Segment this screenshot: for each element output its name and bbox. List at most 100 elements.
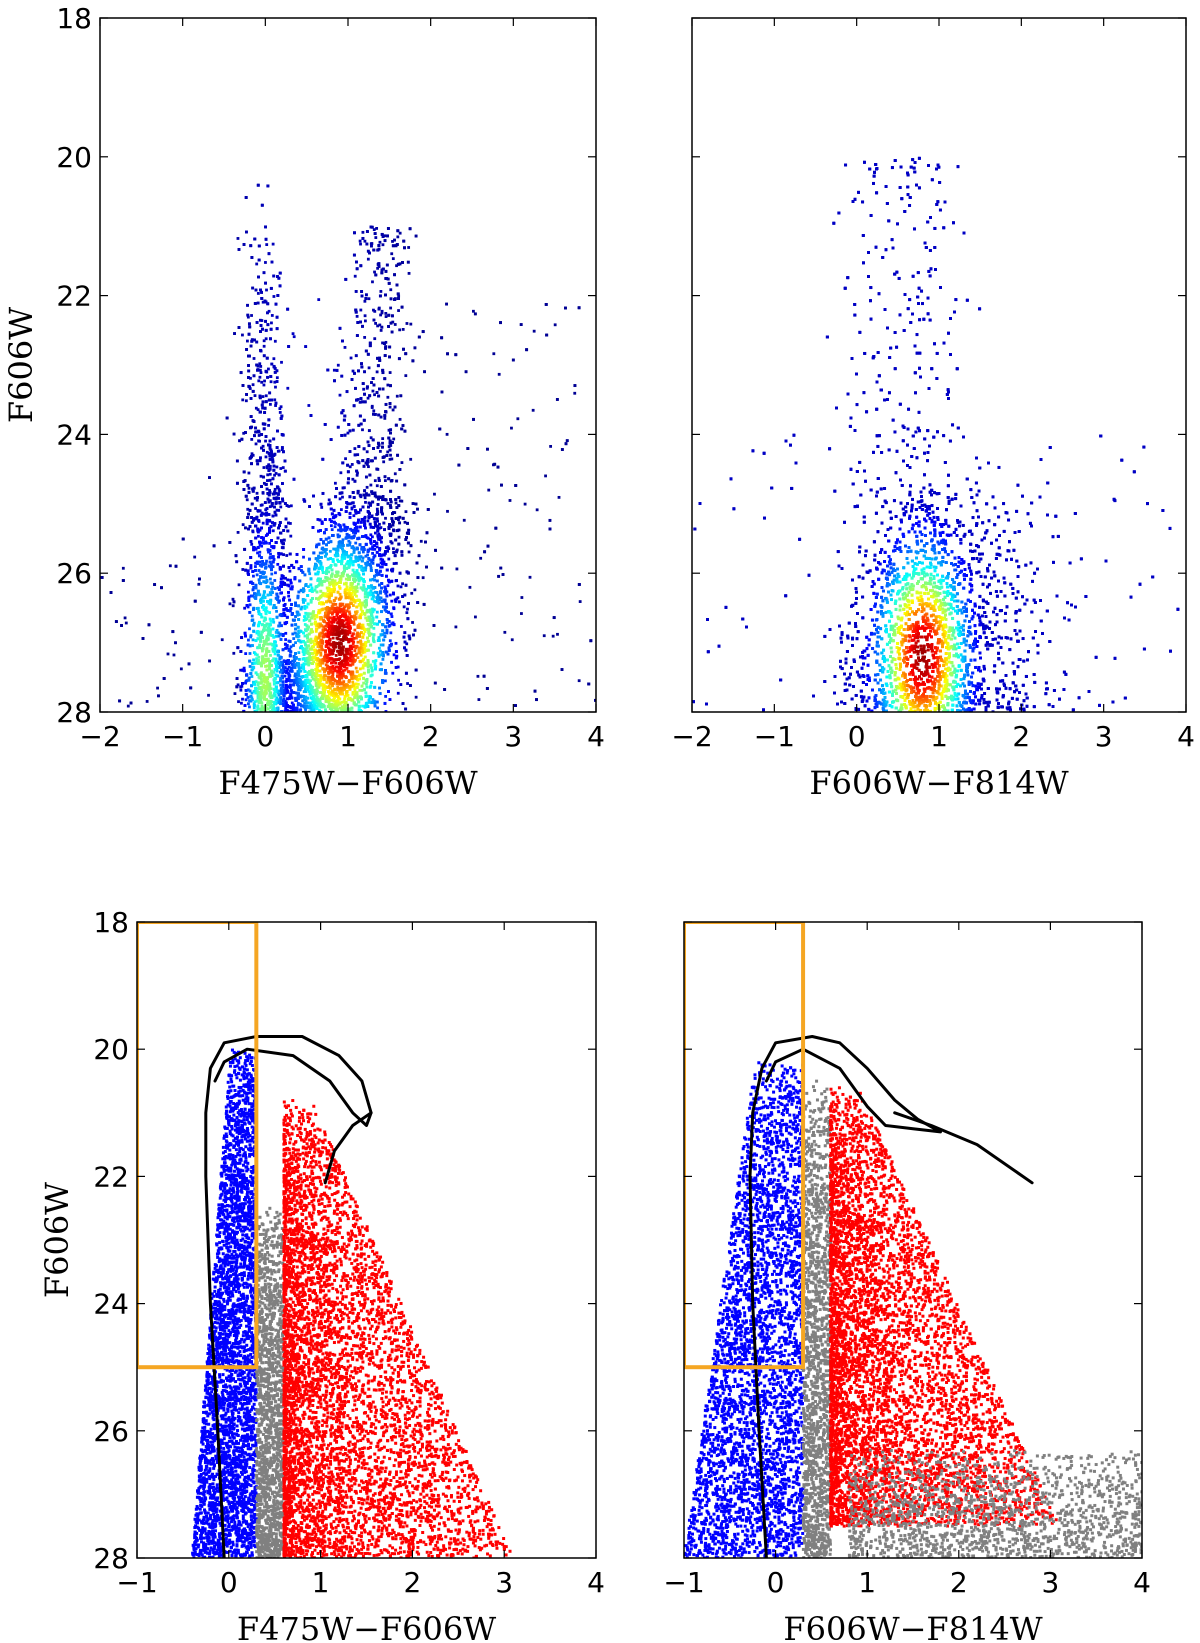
data-point	[350, 536, 354, 540]
data-point	[297, 613, 301, 617]
data-point	[277, 634, 281, 638]
data-point	[247, 676, 251, 680]
data-point	[277, 509, 281, 512]
data-point	[314, 566, 318, 570]
data-point	[260, 503, 264, 507]
data-point	[401, 516, 405, 520]
data-point	[247, 369, 251, 373]
data-point	[370, 244, 373, 248]
data-point	[343, 346, 347, 349]
data-point	[250, 580, 253, 584]
data-point	[315, 545, 318, 549]
data-point	[252, 702, 256, 706]
data-point	[290, 696, 294, 700]
data-point	[344, 457, 347, 461]
data-point	[278, 613, 282, 617]
data-point	[417, 554, 421, 558]
data-point	[285, 688, 289, 692]
data-point	[395, 654, 399, 658]
data-point	[363, 319, 367, 323]
data-point	[535, 698, 538, 702]
data-point	[291, 612, 294, 615]
data-point	[264, 261, 267, 264]
data-point	[252, 585, 256, 589]
data-point	[397, 542, 401, 546]
data-point	[244, 431, 247, 434]
data-point	[360, 546, 364, 549]
data-point	[292, 477, 296, 481]
data-point	[244, 399, 248, 403]
data-point	[283, 642, 287, 646]
data-point	[289, 581, 293, 585]
data-point	[342, 523, 346, 527]
data-point	[269, 577, 272, 581]
data-point	[258, 318, 262, 322]
data-point	[303, 701, 307, 705]
data-point	[267, 463, 271, 467]
data-point	[371, 280, 374, 284]
data-point	[356, 511, 360, 514]
data-point	[302, 587, 305, 591]
data-point	[340, 374, 344, 378]
data-point	[156, 686, 159, 690]
data-point	[321, 457, 325, 461]
data-point	[403, 646, 406, 650]
data-point	[358, 555, 361, 559]
data-point	[394, 538, 398, 542]
data-point	[309, 414, 313, 417]
data-point	[350, 378, 354, 381]
data-point	[389, 500, 393, 504]
data-point	[294, 652, 297, 655]
data-point	[284, 576, 287, 580]
data-point	[262, 580, 266, 584]
data-point	[283, 709, 287, 712]
data-point	[264, 513, 268, 517]
data-point	[375, 391, 379, 394]
data-point	[244, 681, 247, 685]
data-point	[445, 302, 448, 306]
data-point	[265, 519, 269, 523]
data-point	[254, 288, 258, 292]
data-point	[267, 564, 271, 568]
data-point	[260, 485, 263, 488]
data-point	[386, 502, 390, 505]
data-point	[268, 391, 272, 395]
data-point	[398, 328, 402, 332]
data-point	[335, 368, 339, 372]
data-point	[364, 500, 367, 504]
data-point	[387, 436, 391, 440]
data-point	[250, 684, 253, 688]
data-point	[376, 563, 379, 567]
data-point	[404, 648, 408, 652]
data-point	[390, 579, 394, 583]
data-point	[383, 354, 387, 358]
data-point	[369, 542, 373, 545]
data-point	[261, 570, 265, 574]
data-point	[312, 551, 316, 555]
data-point	[246, 695, 250, 699]
data-point	[371, 500, 375, 504]
data-point	[278, 567, 282, 571]
data-point	[257, 258, 261, 262]
data-point	[383, 342, 386, 345]
data-point	[276, 493, 280, 496]
data-point	[392, 528, 395, 532]
data-point	[303, 573, 307, 577]
data-point	[336, 363, 340, 367]
data-point	[297, 657, 301, 661]
data-point	[388, 439, 392, 443]
data-point	[413, 346, 417, 350]
data-point	[496, 465, 500, 469]
data-point	[292, 691, 296, 694]
data-point	[283, 502, 287, 505]
data-point	[393, 598, 397, 602]
data-point	[380, 610, 383, 614]
data-point	[361, 236, 365, 240]
data-point	[360, 517, 364, 521]
data-point	[383, 600, 387, 604]
data-point	[288, 598, 292, 602]
data-point	[236, 531, 240, 534]
data-point	[260, 544, 264, 548]
data-point	[249, 344, 253, 348]
data-point	[266, 600, 269, 603]
